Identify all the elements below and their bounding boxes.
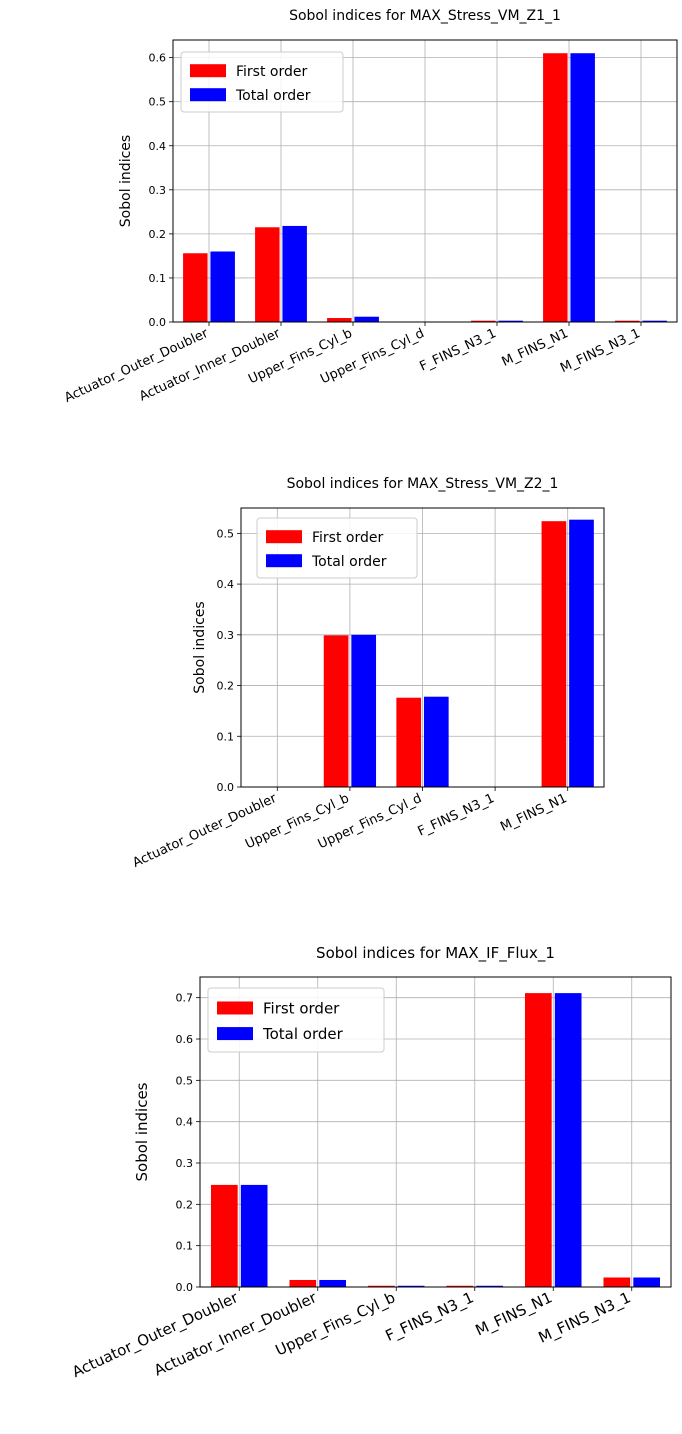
bar-total-order — [498, 320, 523, 322]
legend-swatch-total-order — [266, 554, 302, 568]
y-tick-label: 0.7 — [176, 992, 194, 1005]
legend: First order Total order — [256, 517, 418, 579]
x-tick-label: F_FINS_N3_1 — [383, 1288, 477, 1345]
bar-total-order — [282, 225, 307, 322]
legend-label: Total order — [235, 88, 311, 104]
bar-first-order — [183, 253, 208, 322]
y-tick-label: 0.3 — [149, 184, 167, 197]
bar-first-order — [210, 1184, 238, 1287]
y-tick-label: 0.0 — [217, 781, 235, 794]
bar-first-order — [543, 53, 568, 322]
bar-total-order — [570, 53, 595, 322]
legend-swatch-first-order — [266, 530, 302, 544]
legend: First order Total order — [180, 51, 344, 113]
y-tick-label: 0.0 — [176, 1281, 194, 1294]
y-tick-label: 0.2 — [149, 228, 167, 241]
y-tick-label: 0.3 — [217, 629, 235, 642]
bar-first-order — [615, 320, 640, 322]
legend-swatch-first-order — [217, 1001, 253, 1015]
y-tick-label: 0.1 — [217, 730, 235, 743]
legend-label: First order — [236, 64, 307, 80]
legend: First order Total order — [207, 987, 385, 1053]
y-tick-label: 0.4 — [217, 578, 235, 591]
legend-label: Total order — [262, 1025, 344, 1043]
x-tick-label: Actuator_Outer_Doubler — [131, 791, 280, 871]
y-tick-label: 0.2 — [217, 680, 235, 693]
bar-total-order — [210, 251, 235, 322]
y-tick-label: 0.5 — [149, 96, 167, 109]
bar-total-order — [554, 993, 582, 1287]
x-tick-label: M_FINS_N1 — [498, 791, 569, 835]
chart-3: Sobol indices for MAX_IF_Flux_1 0.0 0.1 0.2… — [69, 944, 672, 1382]
y-tick-label: 0.5 — [217, 527, 235, 540]
y-axis-label: Sobol indices — [133, 1082, 151, 1181]
bar-total-order — [633, 1277, 661, 1287]
chart-title: Sobol indices for MAX_Stress_VM_Z2_1 — [287, 476, 559, 492]
chart-title: Sobol indices for MAX_Stress_VM_Z1_1 — [289, 8, 561, 24]
bar-total-order — [319, 1279, 347, 1287]
legend-swatch-first-order — [190, 64, 226, 78]
legend-label: First order — [263, 999, 340, 1017]
legend-label: First order — [312, 530, 383, 546]
plot-frame — [199, 976, 672, 1288]
bar-first-order — [471, 320, 496, 322]
legend-swatch-total-order — [190, 88, 226, 102]
bar-total-order — [240, 1184, 268, 1287]
chart-2: Sobol indices for MAX_Stress_VM_Z2_1 0.0 0… — [131, 476, 605, 871]
bar-first-order — [323, 635, 349, 787]
bar-total-order — [397, 1285, 425, 1287]
bar-first-order — [327, 318, 352, 322]
bar-total-order — [476, 1285, 504, 1287]
y-tick-label: 0.3 — [176, 1157, 194, 1170]
bar-first-order — [289, 1279, 317, 1287]
bar-first-order — [541, 521, 567, 787]
bar-first-order — [367, 1285, 395, 1287]
bar-total-order — [423, 696, 449, 787]
y-tick-label: 0.5 — [176, 1074, 194, 1087]
bar-first-order — [446, 1285, 474, 1287]
chart-title: Sobol indices for MAX_IF_Flux_1 — [316, 944, 555, 963]
bar-total-order — [354, 316, 379, 322]
y-tick-label: 0.1 — [176, 1240, 194, 1253]
legend-swatch-total-order — [217, 1027, 253, 1041]
legend-label: Total order — [311, 554, 387, 570]
bar-total-order — [642, 320, 667, 322]
bar-first-order — [396, 697, 422, 787]
x-tick-label: F_FINS_N3_1 — [416, 791, 497, 839]
y-tick-label: 0.1 — [149, 272, 167, 285]
y-tick-label: 0.4 — [149, 140, 167, 153]
y-tick-label: 0.0 — [149, 316, 167, 329]
x-tick-label: M_FINS_N3_1 — [558, 326, 643, 376]
bar-total-order — [351, 634, 377, 787]
y-axis-label: Sobol indices — [118, 135, 134, 227]
y-tick-label: 0.6 — [149, 52, 167, 65]
chart-1: Sobol indices for MAX_Stress_VM_Z1_1 0.0 0… — [62, 8, 678, 406]
bar-first-order — [524, 993, 552, 1287]
x-tick-label: Actuator_Inner_Doubler — [137, 326, 283, 405]
y-tick-label: 0.6 — [176, 1033, 194, 1046]
y-tick-label: 0.2 — [176, 1198, 194, 1211]
bar-first-order — [603, 1277, 631, 1287]
y-tick-label: 0.4 — [176, 1116, 194, 1129]
bar-first-order — [255, 227, 280, 322]
y-axis-label: Sobol indices — [192, 601, 208, 693]
x-tick-label: F_FINS_N3_1 — [418, 326, 499, 374]
bar-total-order — [569, 519, 594, 787]
